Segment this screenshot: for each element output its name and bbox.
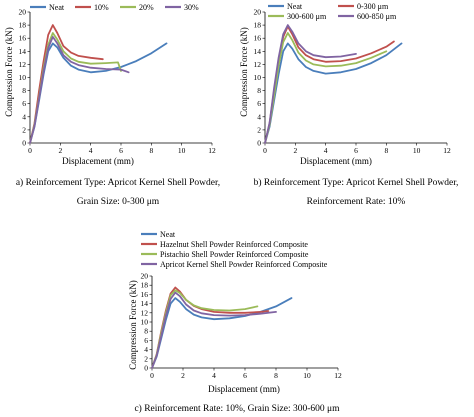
y-tick-label: 2	[22, 125, 26, 134]
x-tick-label: 10	[178, 146, 186, 155]
series-line-c-0	[151, 297, 293, 369]
chart-b-caption-line2: Reinforcement Rate: 10%	[307, 196, 406, 207]
y-tick-label: 6	[257, 99, 261, 108]
y-tick-label: 18	[254, 21, 262, 30]
legend-label-a-0: Neat	[49, 3, 65, 12]
y-tick-label: 14	[254, 47, 262, 56]
y-tick-label: 14	[19, 47, 27, 56]
x-tick-label: 10	[303, 371, 311, 380]
x-tick-label: 6	[243, 371, 247, 380]
y-tick-label: 6	[22, 99, 26, 108]
y-tick-label: 0	[257, 139, 261, 148]
x-tick-label: 8	[274, 371, 278, 380]
x-tick-label: 4	[212, 371, 216, 380]
chart-c-ylabel: Compression Force (kN)	[128, 280, 138, 370]
series-line-a-2	[29, 32, 122, 144]
x-tick-label: 8	[384, 146, 388, 155]
chart-b-caption-line1: b) Reinforcement Type: Apricot Kernel Sh…	[254, 177, 459, 188]
legend-label-c-3: Apricot Kernel Shell Powder Reinforced C…	[160, 260, 328, 269]
y-tick-label: 4	[22, 112, 26, 121]
x-tick-label: 12	[208, 146, 216, 155]
y-tick-label: 0	[144, 364, 148, 373]
series-line-c-3	[151, 291, 277, 369]
chart-a-caption-line2: Grain Size: 0-300 μm	[77, 197, 160, 207]
legend-label-c-0: Neat	[160, 230, 176, 239]
x-tick-label: 10	[413, 146, 421, 155]
y-tick-label: 18	[19, 21, 27, 30]
y-tick-label: 18	[141, 281, 149, 290]
chart-b-plot: 0 2 4 6 8 10 12 0 2 4 6 8 10 12 14 16 18 20	[254, 8, 452, 156]
y-tick-label: 20	[254, 8, 262, 17]
series-line-b-2	[264, 32, 388, 144]
y-tick-label: 12	[19, 60, 27, 69]
legend-label-b-2: 300-600 μm	[287, 12, 327, 21]
x-tick-label: 2	[181, 371, 185, 380]
x-tick-label: 6	[354, 146, 358, 155]
series-line-a-3	[29, 36, 130, 144]
x-tick-label: 0	[150, 371, 154, 380]
legend-label-c-1: Hazelnut Shell Powder Reinforced Composi…	[160, 240, 308, 249]
x-tick-label: 6	[119, 146, 123, 155]
legend-label-a-3: 30%	[184, 3, 199, 12]
x-tick-label: 4	[89, 146, 93, 155]
x-tick-label: 0	[263, 146, 267, 155]
legend-label-b-1: 0-300 μm	[357, 2, 389, 11]
y-tick-label: 10	[254, 73, 262, 82]
x-tick-label: 12	[443, 146, 451, 155]
x-tick-label: 2	[58, 146, 62, 155]
series-line-a-1	[29, 24, 104, 144]
y-tick-label: 12	[141, 308, 149, 317]
chart-b-ylabel: Compression Force (kN)	[239, 27, 249, 117]
y-tick-label: 20	[19, 8, 27, 17]
y-tick-label: 10	[19, 73, 27, 82]
x-tick-label: 8	[149, 146, 153, 155]
y-tick-label: 4	[144, 345, 148, 354]
legend-label-a-2: 20%	[139, 3, 154, 12]
chart-a-xlabel: Displacement (mm)	[62, 156, 134, 166]
y-tick-label: 10	[141, 318, 149, 327]
x-tick-label: 0	[28, 146, 32, 155]
y-tick-label: 4	[257, 112, 261, 121]
series-line-b-3	[264, 24, 357, 144]
chart-c-xlabel: Displacement (mm)	[208, 384, 280, 394]
y-tick-label: 8	[257, 86, 261, 95]
legend-label-c-2: Pistachio Shell Powder Reinforced Compos…	[160, 250, 309, 259]
y-tick-label: 2	[257, 125, 261, 134]
chart-a-caption-line1: a) Reinforcement Type: Apricot Kernel Sh…	[16, 177, 220, 188]
y-tick-label: 14	[141, 299, 149, 308]
legend-label-a-1: 10%	[94, 3, 109, 12]
y-tick-label: 16	[254, 34, 262, 43]
y-tick-label: 20	[141, 272, 149, 281]
series-line-b-1	[264, 25, 395, 144]
chart-c: Compression Force (kN) Displacement (mm)…	[128, 230, 342, 414]
y-tick-label: 8	[22, 86, 26, 95]
series-line-b-0	[264, 42, 403, 144]
chart-a: Compression Force (kN) Displacement (mm)…	[4, 3, 220, 207]
legend-label-b-0: Neat	[287, 2, 303, 11]
chart-a-plot: 0 2 4 6 8 10 12 0 2 4 6 8 10 12 14 16 18 20	[19, 8, 217, 156]
chart-a-legend: Neat 10% 20% 30%	[30, 3, 199, 12]
y-tick-label: 16	[141, 290, 149, 299]
y-tick-label: 12	[254, 60, 262, 69]
y-tick-label: 6	[144, 336, 148, 345]
x-tick-label: 2	[293, 146, 297, 155]
x-tick-label: 4	[324, 146, 328, 155]
chart-b-legend: Neat 0-300 μm 300-600 μm 600-850 μm	[268, 2, 397, 21]
chart-b-xlabel: Displacement (mm)	[300, 156, 372, 166]
y-tick-label: 0	[22, 139, 26, 148]
x-tick-label: 12	[334, 371, 342, 380]
legend-label-b-3: 600-850 μm	[357, 12, 397, 21]
y-tick-label: 16	[19, 34, 27, 43]
chart-a-ylabel: Compression Force (kN)	[4, 27, 14, 117]
chart-b: Compression Force (kN) Displacement (mm)…	[239, 2, 458, 207]
chart-c-caption: c) Reinforcement Rate: 10%, Grain Size: …	[134, 403, 340, 414]
y-tick-label: 2	[144, 354, 148, 363]
y-tick-label: 8	[144, 327, 148, 336]
